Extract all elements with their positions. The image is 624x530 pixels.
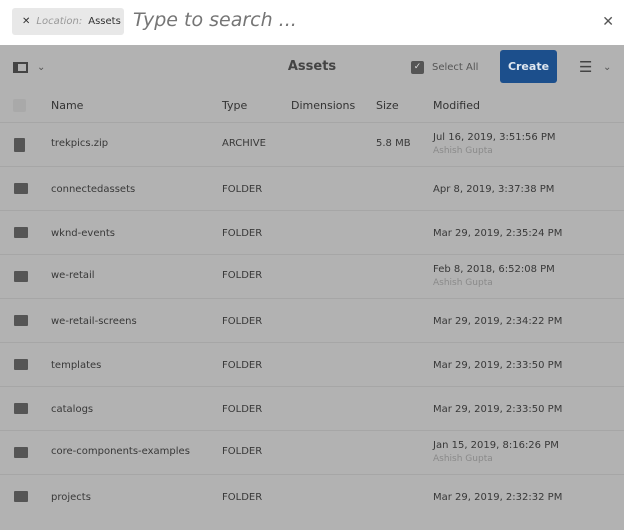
- row-type: FOLDER: [222, 184, 263, 195]
- table-row[interactable]: catalogs FOLDER Mar 29, 2019, 2:33:50 PM: [0, 386, 624, 430]
- row-name[interactable]: we-retail-screens: [51, 316, 137, 327]
- table-row[interactable]: wknd-events FOLDER Mar 29, 2019, 2:35:24…: [0, 210, 624, 254]
- row-name[interactable]: core-components-examples: [51, 446, 190, 457]
- close-search-icon[interactable]: ✕: [602, 14, 614, 30]
- row-name[interactable]: catalogs: [51, 404, 94, 415]
- row-modified: Apr 8, 2019, 3:37:38 PM: [433, 184, 555, 195]
- row-modified: Mar 29, 2019, 2:33:50 PM: [433, 404, 563, 415]
- location-value: Assets: [88, 16, 121, 27]
- page-title: Assets: [287, 59, 337, 74]
- remove-tag-icon[interactable]: ✕: [22, 16, 31, 27]
- table-row[interactable]: projects FOLDER Mar 29, 2019, 2:32:32 PM: [0, 474, 624, 518]
- column-dimensions[interactable]: Dimensions: [291, 99, 356, 112]
- row-modified-by: Ashish Gupta: [433, 146, 493, 156]
- table-row[interactable]: core-components-examples FOLDER Jan 15, …: [0, 430, 624, 474]
- column-size[interactable]: Size: [376, 99, 399, 112]
- select-all-label: Select All: [432, 62, 479, 73]
- checkbox-icon: ✓: [411, 61, 424, 74]
- row-modified-by: Ashish Gupta: [433, 454, 493, 464]
- folder-icon: [14, 183, 28, 194]
- row-modified: Jul 16, 2019, 3:51:56 PM: [433, 132, 556, 143]
- view-chevron-icon[interactable]: ⌄: [603, 62, 612, 73]
- row-type: FOLDER: [222, 446, 263, 457]
- row-modified: Mar 29, 2019, 2:34:22 PM: [433, 316, 563, 327]
- select-all-checkbox[interactable]: [13, 99, 26, 112]
- row-type: ARCHIVE: [222, 138, 266, 149]
- table-row[interactable]: we-retail-screens FOLDER Mar 29, 2019, 2…: [0, 298, 624, 342]
- location-tag[interactable]: ✕ Location: Assets: [12, 8, 124, 35]
- file-icon: [14, 138, 25, 152]
- folder-icon: [14, 359, 28, 370]
- table-row[interactable]: connectedassets FOLDER Apr 8, 2019, 3:37…: [0, 166, 624, 210]
- column-modified[interactable]: Modified: [433, 99, 480, 112]
- column-name[interactable]: Name: [51, 99, 84, 112]
- row-type: FOLDER: [222, 228, 263, 239]
- folder-icon: [14, 491, 28, 502]
- row-size: 5.8 MB: [376, 138, 411, 149]
- column-type[interactable]: Type: [222, 99, 248, 112]
- folder-icon: [14, 315, 28, 326]
- row-name[interactable]: projects: [51, 492, 91, 503]
- row-name[interactable]: trekpics.zip: [51, 138, 109, 149]
- list-view-icon[interactable]: ☰: [579, 58, 593, 76]
- folder-icon: [14, 227, 28, 238]
- table-row[interactable]: we-retail FOLDER Feb 8, 2018, 6:52:08 PM…: [0, 254, 624, 298]
- table-header: Name Type Dimensions Size Modified: [0, 91, 624, 121]
- row-modified-by: Ashish Gupta: [433, 278, 493, 288]
- search-input[interactable]: [133, 9, 533, 31]
- row-modified: Mar 29, 2019, 2:32:32 PM: [433, 492, 563, 503]
- row-type: FOLDER: [222, 492, 263, 503]
- location-label: Location:: [36, 16, 83, 27]
- row-name[interactable]: connectedassets: [51, 184, 136, 195]
- row-name[interactable]: wknd-events: [51, 228, 115, 239]
- row-type: FOLDER: [222, 360, 263, 371]
- row-modified: Mar 29, 2019, 2:35:24 PM: [433, 228, 563, 239]
- row-type: FOLDER: [222, 404, 263, 415]
- rail-toggle-icon[interactable]: [13, 62, 28, 73]
- chevron-down-icon[interactable]: ⌄: [37, 62, 46, 73]
- row-name[interactable]: templates: [51, 360, 102, 371]
- folder-icon: [14, 403, 28, 414]
- table-row[interactable]: trekpics.zip ARCHIVE 5.8 MB Jul 16, 2019…: [0, 122, 624, 166]
- folder-icon: [14, 271, 28, 282]
- folder-icon: [14, 447, 28, 458]
- row-modified: Mar 29, 2019, 2:33:50 PM: [433, 360, 563, 371]
- create-button[interactable]: Create: [500, 50, 557, 83]
- toolbar: ⌄ Assets ✓ Select All Create ☰ ⌄: [0, 45, 624, 91]
- row-name[interactable]: we-retail: [51, 270, 95, 281]
- search-bar: ✕ Location: Assets ✕: [0, 0, 624, 45]
- row-type: FOLDER: [222, 316, 263, 327]
- table-row[interactable]: templates FOLDER Mar 29, 2019, 2:33:50 P…: [0, 342, 624, 386]
- row-modified: Jan 15, 2019, 8:16:26 PM: [433, 440, 559, 451]
- select-all-button[interactable]: ✓ Select All: [411, 61, 478, 74]
- row-type: FOLDER: [222, 270, 263, 281]
- row-modified: Feb 8, 2018, 6:52:08 PM: [433, 264, 555, 275]
